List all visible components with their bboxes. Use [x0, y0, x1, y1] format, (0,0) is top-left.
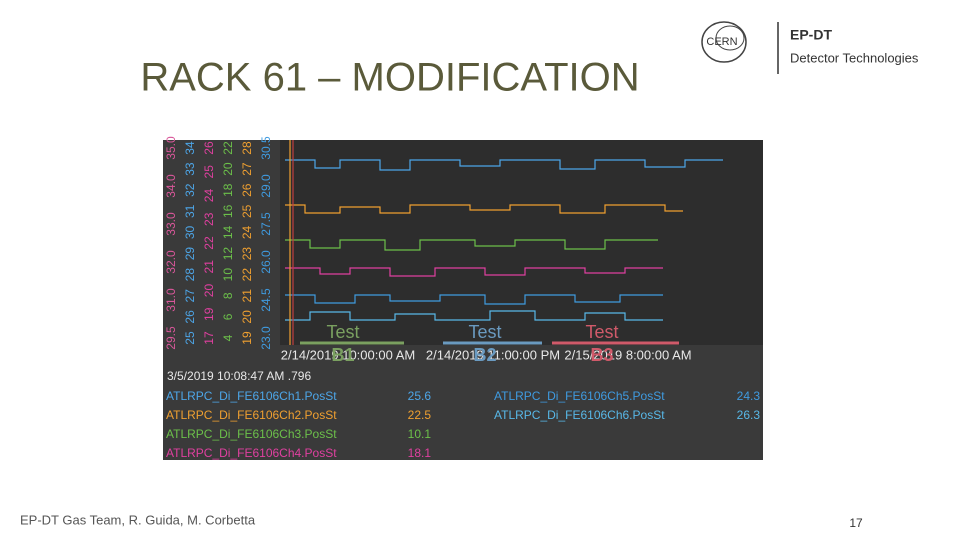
legend-value: 18.1	[408, 446, 432, 460]
axis-label: 27	[240, 162, 254, 176]
axis-label: 21	[240, 289, 254, 303]
axis-label: 28	[183, 268, 197, 282]
axis-label: 30	[183, 225, 197, 239]
axis-label: 4	[221, 334, 235, 341]
axis-label: 10	[221, 268, 235, 282]
annotation: Test	[468, 322, 501, 342]
logo-subtitle: Detector Technologies	[790, 50, 919, 65]
legend-value: 24.3	[737, 389, 761, 403]
axis-label: 20	[221, 162, 235, 176]
plot-area	[280, 140, 763, 345]
axis-label: 26.0	[259, 250, 273, 274]
axis-label: 34.0	[164, 174, 178, 198]
axis-label: 33	[183, 162, 197, 176]
annotation: Test	[326, 322, 359, 342]
time-label: 2/14/2019 11:00:00 PM	[426, 347, 560, 362]
axis-label: 31.0	[164, 288, 178, 312]
axis-label: 16	[221, 204, 235, 218]
axis-label: 25	[202, 165, 216, 179]
time-label: 2/15/2019 8:00:00 AM	[564, 347, 691, 362]
footer-credits: EP-DT Gas Team, R. Guida, M. Corbetta	[20, 512, 256, 527]
axis-label: 22	[240, 268, 254, 282]
legend-value: 10.1	[408, 427, 432, 441]
axis-label: 27.5	[259, 212, 273, 236]
time-label: 2/14/2019 10:00:00 AM	[281, 347, 415, 362]
legend-name: ATLRPC_Di_FE6106Ch2.PosSt	[166, 408, 337, 422]
axis-label: 26	[183, 310, 197, 324]
axis-label: 19	[202, 307, 216, 321]
axis-label: 31	[183, 204, 197, 218]
axis-label: 28	[240, 141, 254, 155]
logo-mark: CERN	[706, 36, 737, 48]
axis-label: 21	[202, 260, 216, 274]
axis-label: 32	[183, 183, 197, 197]
axis-label: 18	[221, 183, 235, 197]
axis-label: 23	[240, 247, 254, 261]
annotation: B2	[473, 345, 496, 365]
axis-label: 20	[240, 310, 254, 324]
logo: CERN EP-DT Detector Technologies	[701, 21, 919, 74]
axis-label: 24	[202, 189, 216, 203]
axis-label: 26	[202, 141, 216, 155]
axis-label: 25	[183, 331, 197, 345]
axis-label: 35.0	[164, 136, 178, 160]
axis-label: 27	[183, 289, 197, 303]
legend-name: ATLRPC_Di_FE6106Ch5.PosSt	[494, 389, 665, 403]
trend-screenshot	[163, 140, 763, 460]
axis-label: 19	[240, 331, 254, 345]
axis-label: 24	[240, 225, 254, 239]
axis-label: 30.5	[259, 136, 273, 160]
axis-label: 34	[183, 141, 197, 155]
axis-label: 23	[202, 212, 216, 226]
axis-label: 20	[202, 284, 216, 298]
slide-title: RACK 61 – MODIFICATION	[140, 56, 639, 100]
axis-label: 26	[240, 183, 254, 197]
axis-label: 29.0	[259, 174, 273, 198]
axis-label: 22	[202, 236, 216, 250]
axis-label: 29.5	[164, 326, 178, 350]
axis-label: 32.0	[164, 250, 178, 274]
axis-label: 24.5	[259, 288, 273, 312]
cursor-time: 3/5/2019 10:08:47 AM .796	[167, 369, 311, 383]
legend-value: 26.3	[737, 408, 761, 422]
legend-value: 22.5	[408, 408, 432, 422]
axis-label: 12	[221, 247, 235, 261]
annotation: B1	[331, 345, 354, 365]
axis-label: 33.0	[164, 212, 178, 236]
legend-name: ATLRPC_Di_FE6106Ch4.PosSt	[166, 446, 337, 460]
axis-label: 17	[202, 331, 216, 345]
axis-label: 29	[183, 247, 197, 261]
logo-unit: EP-DT	[790, 27, 832, 43]
legend-name: ATLRPC_Di_FE6106Ch1.PosSt	[166, 389, 337, 403]
page-number: 17	[849, 516, 863, 530]
trend-lines	[285, 140, 723, 345]
axis-label: 14	[221, 225, 235, 239]
annotation: Test	[585, 322, 618, 342]
axis-label: 23.0	[259, 326, 273, 350]
legend-name: ATLRPC_Di_FE6106Ch3.PosSt	[166, 427, 337, 441]
axis-label: 8	[221, 292, 235, 299]
legend-value: 25.6	[408, 389, 432, 403]
legend-name: ATLRPC_Di_FE6106Ch6.PosSt	[494, 408, 665, 422]
annotation: B3	[590, 345, 613, 365]
axis-label: 22	[221, 141, 235, 155]
axis-label: 6	[221, 313, 235, 320]
axis-label: 25	[240, 204, 254, 218]
